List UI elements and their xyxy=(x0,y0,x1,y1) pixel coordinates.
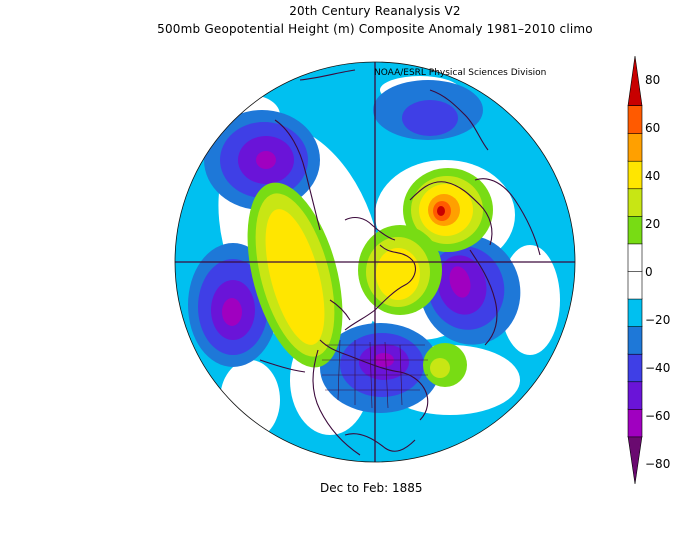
high-west xyxy=(247,182,343,368)
colorbar-swatch xyxy=(627,55,643,106)
colorbar-tick-label: −60 xyxy=(645,409,670,423)
high-atlantic xyxy=(423,343,467,387)
high-central xyxy=(358,225,442,315)
coastlines xyxy=(259,69,541,456)
colorbar-swatch xyxy=(627,187,643,217)
colorbar-tick-label: −40 xyxy=(645,361,670,375)
low-alaska xyxy=(204,110,320,210)
colorbar-swatch xyxy=(627,270,643,300)
low-arctic xyxy=(373,80,483,140)
colorbar-tick-label: 80 xyxy=(645,73,660,87)
map-boundary xyxy=(174,61,576,463)
colorbar-tick-label: 40 xyxy=(645,169,660,183)
colorbar-swatch xyxy=(627,215,643,245)
colorbar-swatch xyxy=(627,243,643,272)
colorbar-swatch xyxy=(627,132,643,162)
time-period-label: Dec to Feb: 1885 xyxy=(320,481,423,495)
colorbar-tick-label: −20 xyxy=(645,313,670,327)
low-europe xyxy=(419,235,521,345)
colorbar-swatch xyxy=(627,325,643,355)
chart-subtitle: 500mb Geopotential Height (m) Composite … xyxy=(157,22,593,36)
colorbar-swatch xyxy=(627,298,643,327)
credit-label: NOAA/ESRL Physical Sciences Division xyxy=(374,68,547,78)
colorbar-swatch xyxy=(627,353,643,383)
high-siberia xyxy=(403,168,493,252)
colorbar-swatch xyxy=(627,380,643,410)
colorbar-tick-label: −80 xyxy=(645,457,670,471)
chart-title: 20th Century Reanalysis V2 xyxy=(289,4,461,18)
colorbar-tick-label: 0 xyxy=(645,265,653,279)
colorbar-tick-label: 20 xyxy=(645,217,660,231)
colorbar-swatch xyxy=(627,408,643,438)
colorbar-swatch xyxy=(627,105,643,134)
colorbar-tick-label: 60 xyxy=(645,121,660,135)
colorbar-swatch xyxy=(627,436,643,485)
colorbar-swatch xyxy=(627,160,643,190)
